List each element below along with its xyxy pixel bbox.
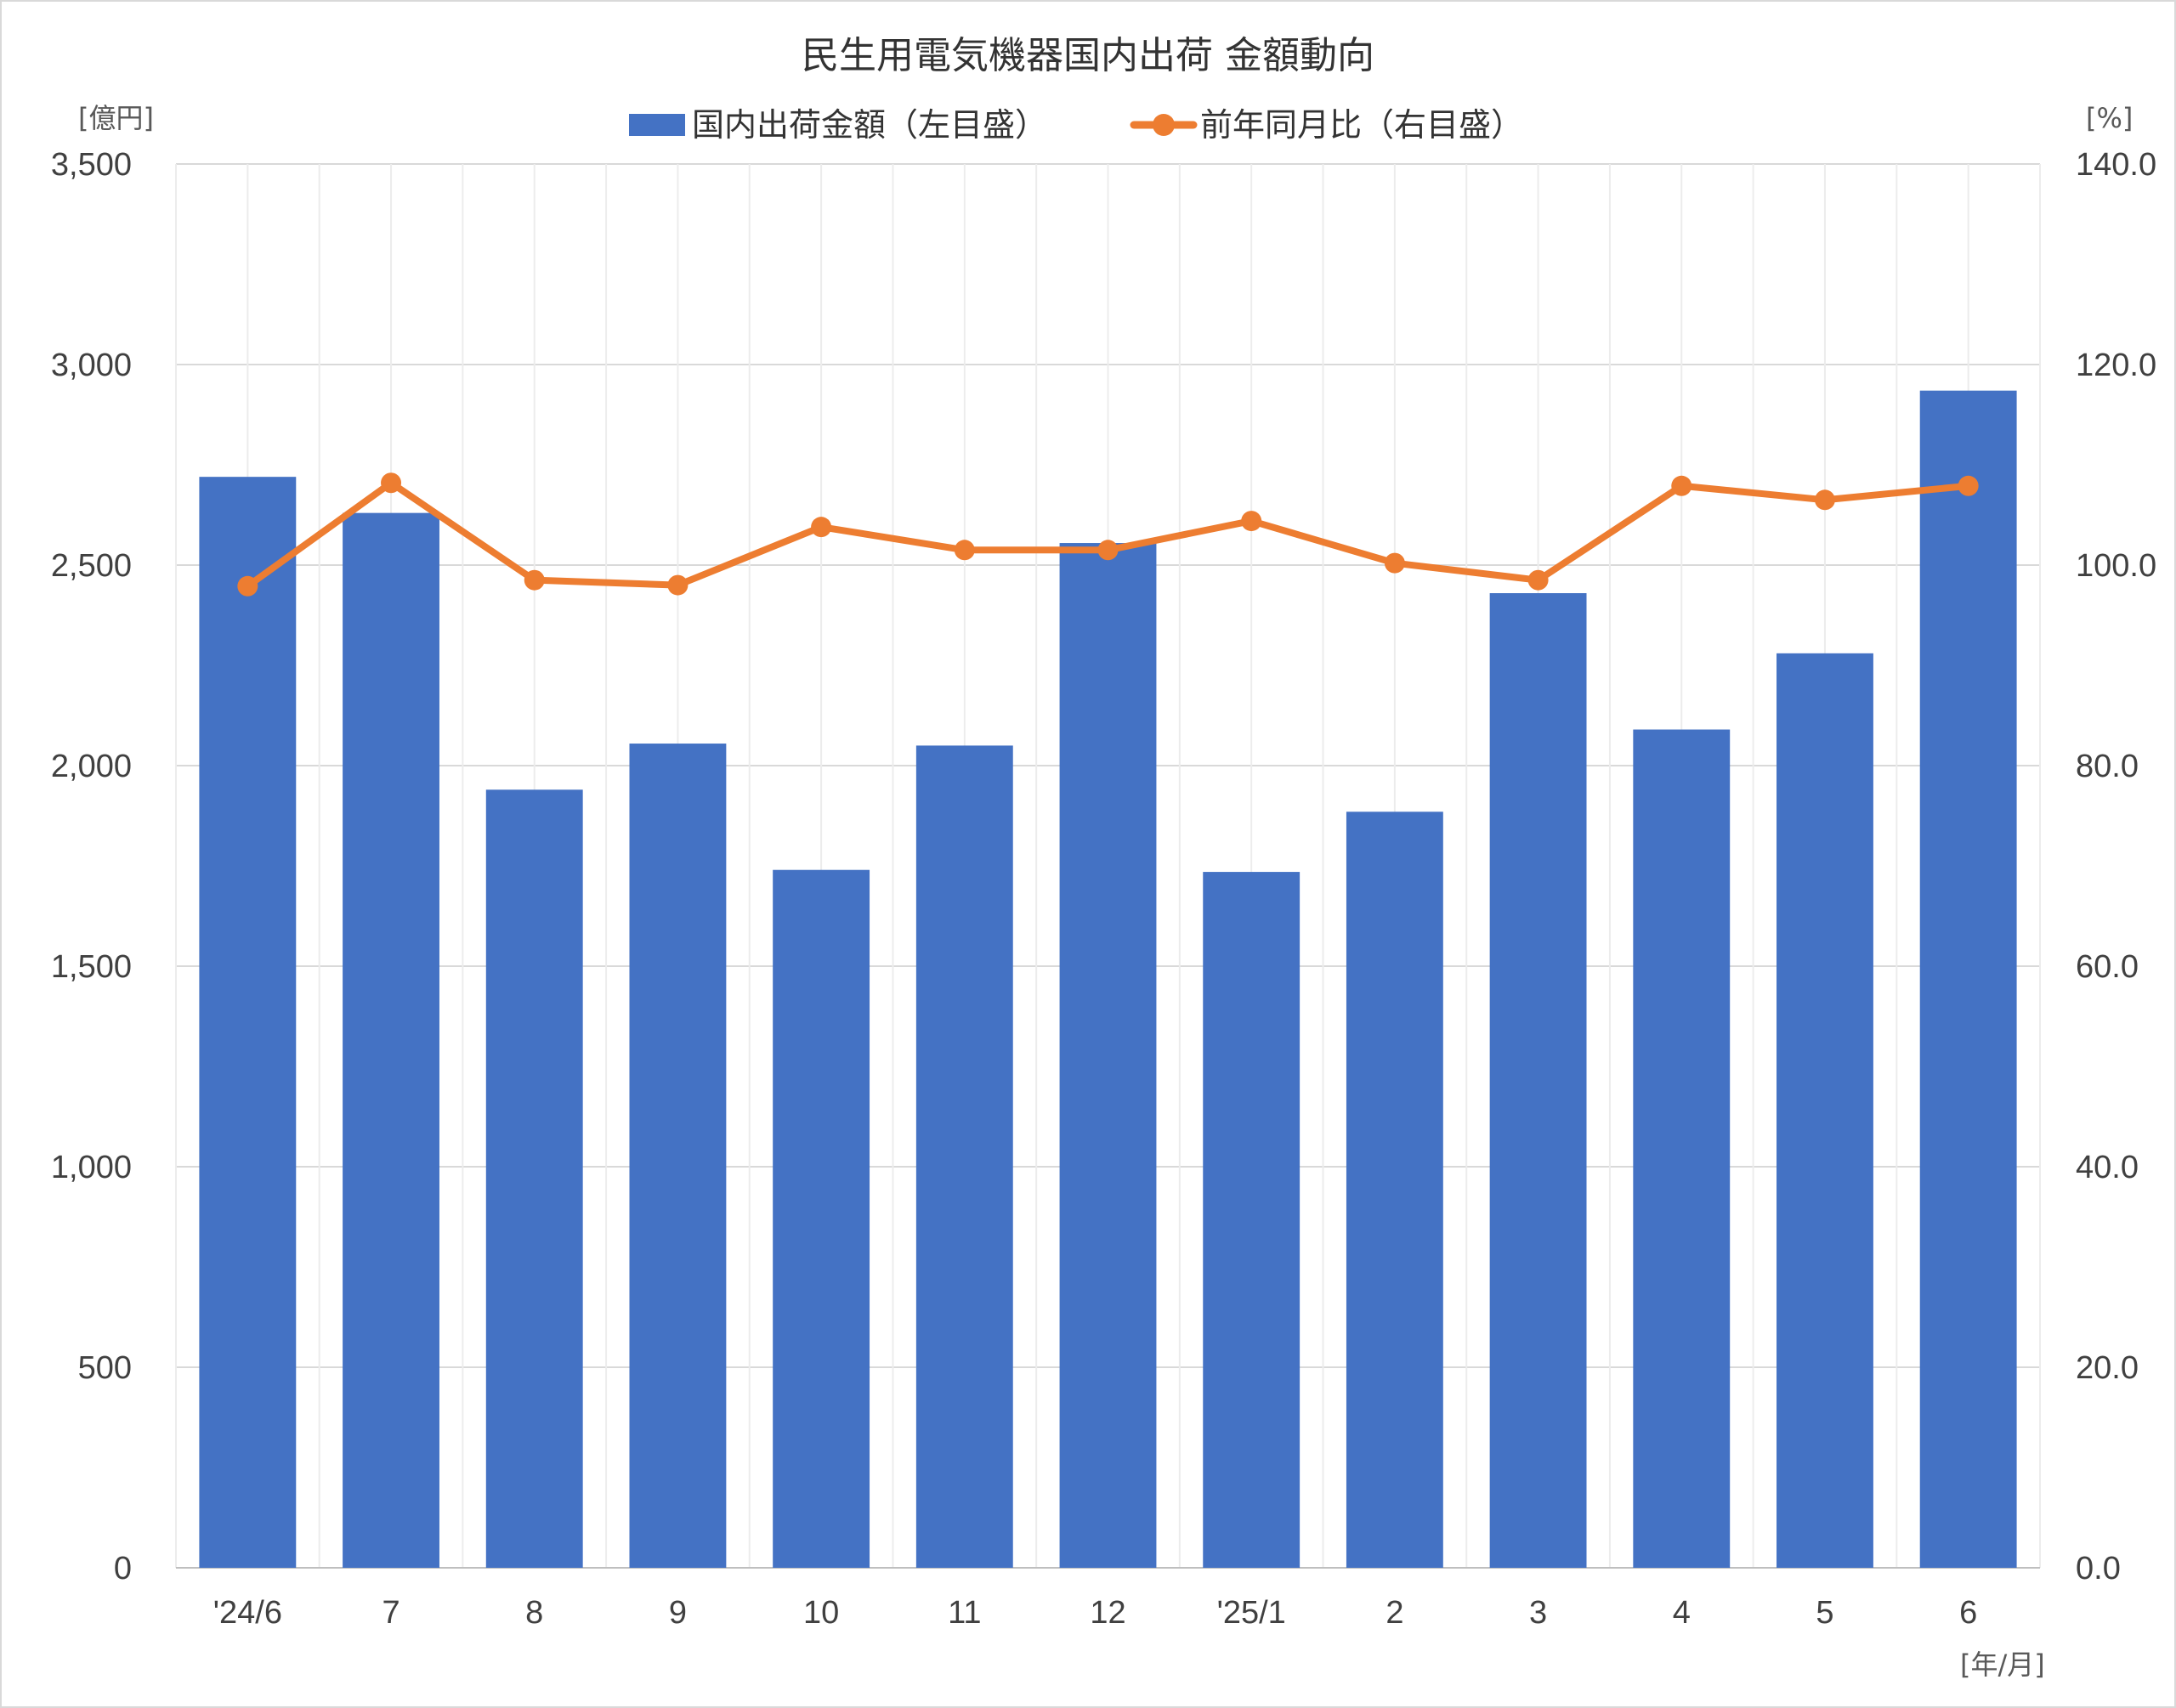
bar bbox=[485, 789, 583, 1568]
bar bbox=[1203, 872, 1300, 1568]
x-tick-label: 3 bbox=[1529, 1595, 1547, 1631]
line-point bbox=[1097, 540, 1119, 561]
legend-label-line: 前年同月比（右目盛） bbox=[1200, 106, 1523, 144]
line-point bbox=[1384, 552, 1405, 574]
y-right-tick-label: 80.0 bbox=[2076, 749, 2139, 784]
line-series bbox=[237, 472, 1979, 597]
line-point bbox=[954, 540, 975, 561]
x-tick-label: 2 bbox=[1386, 1595, 1403, 1631]
bar bbox=[629, 744, 727, 1568]
x-tick-label: 9 bbox=[669, 1595, 687, 1631]
line-point bbox=[1671, 475, 1692, 496]
x-unit: [年/月] bbox=[1960, 1649, 2045, 1681]
y-left-tick-label: 0 bbox=[114, 1551, 132, 1586]
x-tick-label: 12 bbox=[1090, 1595, 1125, 1631]
y-left-tick-label: 500 bbox=[78, 1350, 132, 1386]
y-left-tick-label: 1,000 bbox=[51, 1150, 132, 1185]
bar bbox=[199, 477, 297, 1569]
y-left-tick-label: 2,000 bbox=[51, 749, 132, 784]
legend-swatch-bar bbox=[629, 114, 685, 136]
line-point bbox=[1814, 489, 1835, 511]
line-point bbox=[811, 517, 832, 538]
y-right-tick-label: 100.0 bbox=[2076, 548, 2156, 584]
y-right-tick-label: 140.0 bbox=[2076, 147, 2156, 183]
y-right-tick-label: 120.0 bbox=[2076, 348, 2156, 383]
x-tick-label: 7 bbox=[382, 1595, 400, 1631]
legend: 国内出荷金額（左目盛） 前年同月比（右目盛） bbox=[629, 106, 1523, 144]
axis-ticks: 0 500 1,000 1,500 2,000 2,500 3,000 3,500 0.0 20.… bbox=[51, 147, 2156, 1631]
y-left-tick-label: 3,000 bbox=[51, 348, 132, 383]
bar bbox=[1633, 729, 1731, 1568]
line-point bbox=[381, 472, 402, 494]
legend-swatch-marker bbox=[1153, 114, 1175, 136]
x-tick-label: 5 bbox=[1816, 1595, 1833, 1631]
bar bbox=[1919, 390, 2017, 1569]
x-tick-label: 11 bbox=[948, 1595, 981, 1631]
legend-label-bar: 国内出荷金額（左目盛） bbox=[692, 106, 1047, 144]
line-point bbox=[1527, 569, 1549, 591]
bar bbox=[1346, 812, 1443, 1568]
bar bbox=[1776, 653, 1873, 1568]
bar bbox=[1059, 543, 1157, 1568]
line-point bbox=[524, 569, 545, 591]
x-tick-label: '25/1 bbox=[1217, 1595, 1286, 1631]
y-right-unit: [%] bbox=[2086, 102, 2133, 134]
line-point bbox=[237, 575, 258, 597]
y-right-tick-label: 20.0 bbox=[2076, 1350, 2139, 1386]
x-tick-label: 10 bbox=[803, 1595, 839, 1631]
x-tick-label: 6 bbox=[1959, 1595, 1977, 1631]
y-right-tick-label: 40.0 bbox=[2076, 1150, 2139, 1185]
bar bbox=[915, 745, 1013, 1568]
y-left-unit: [億円] bbox=[78, 102, 154, 134]
y-left-tick-label: 1,500 bbox=[51, 949, 132, 985]
bar bbox=[343, 512, 439, 1568]
y-right-tick-label: 0.0 bbox=[2076, 1551, 2121, 1586]
x-tick-label: '24/6 bbox=[213, 1595, 282, 1631]
bar-series bbox=[199, 390, 2017, 1569]
chart-title: 民生用電気機器国内出荷 金額動向 bbox=[802, 34, 1374, 77]
y-left-tick-label: 2,500 bbox=[51, 548, 132, 584]
line-point bbox=[667, 574, 688, 596]
line-point bbox=[1241, 511, 1262, 532]
line-point bbox=[1958, 475, 1979, 496]
x-tick-label: 4 bbox=[1673, 1595, 1691, 1631]
y-right-tick-label: 60.0 bbox=[2076, 949, 2139, 985]
bar bbox=[1489, 593, 1587, 1568]
y-left-tick-label: 3,500 bbox=[51, 147, 132, 183]
x-tick-label: 8 bbox=[525, 1595, 543, 1631]
bar bbox=[773, 869, 870, 1568]
